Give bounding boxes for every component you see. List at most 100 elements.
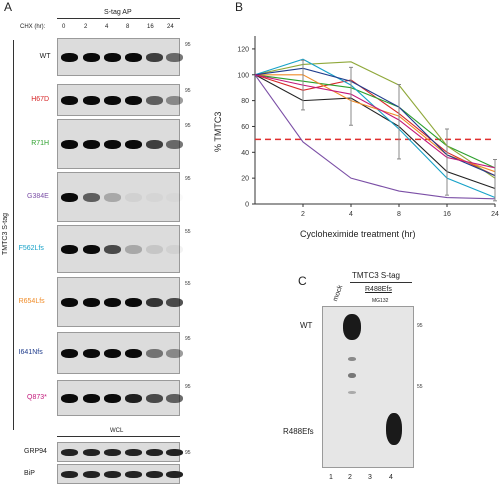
x-tick-label: 2 [301, 211, 305, 218]
blot-band [146, 471, 163, 478]
timepoint-label: 2 [84, 24, 88, 30]
y-tick-label: 80 [241, 98, 249, 105]
blot-band [104, 53, 121, 62]
blot-band [125, 471, 142, 478]
blot-q873 [57, 380, 183, 416]
series-line [254, 67, 496, 177]
blot-label: G384E [27, 193, 49, 200]
mw-marker: 95 [185, 88, 191, 94]
chart-xlabel: Cycloheximide treatment (hr) [300, 229, 416, 239]
blot-band [61, 449, 78, 456]
blot-band [104, 193, 121, 202]
y-tick-label: 120 [237, 46, 249, 53]
blot-g384e [57, 172, 180, 222]
blot-band [61, 245, 78, 254]
series-line [254, 74, 496, 169]
blot-r71h [57, 119, 183, 169]
blot-band [166, 449, 183, 456]
x-tick-label: 8 [397, 211, 401, 218]
panel-c-blot [322, 306, 414, 468]
mut-band [386, 413, 402, 445]
blot-band [104, 471, 121, 478]
blot-label: R71H [31, 140, 50, 147]
lane-number: 4 [389, 474, 393, 481]
series-line [254, 74, 496, 169]
blot-band [146, 298, 163, 307]
blot-band [104, 298, 121, 307]
blot-band [146, 96, 163, 105]
blot-r654lfs [57, 277, 183, 327]
blot-band [83, 96, 100, 105]
timepoint-label: 24 [167, 24, 174, 30]
timepoint-label: 4 [105, 24, 109, 30]
lane-number: 1 [329, 474, 333, 481]
blot-band [61, 53, 78, 62]
wt-band [343, 314, 361, 340]
x-tick-label: 4 [349, 211, 353, 218]
y-tick-label: 40 [241, 150, 249, 157]
blot-band [166, 245, 183, 254]
blot-band [146, 193, 163, 202]
x-tick-label: 16 [443, 211, 451, 218]
blot-band [146, 53, 163, 62]
blot-band [146, 349, 163, 358]
wcl-label: WCL [110, 428, 124, 434]
blot-band [166, 140, 183, 149]
blot-band [146, 140, 163, 149]
blot-band [166, 394, 183, 403]
blot-band [125, 394, 142, 403]
blot-label: Q873* [27, 394, 47, 401]
blot-band [61, 96, 78, 105]
blot-band [83, 245, 100, 254]
wt-minor-band-3 [348, 391, 356, 394]
series-line [254, 74, 496, 190]
mw-marker: 95 [185, 42, 191, 48]
chart-ylabel: % TMTC3 [213, 111, 223, 152]
blot-band [104, 96, 121, 105]
panel-c-subheader: R488Efs [365, 286, 392, 293]
blot-band [83, 349, 100, 358]
wcl-label-grp94: GRP94 [24, 448, 47, 455]
row-wt-label: WT [300, 321, 313, 330]
panel-c-letter: C [298, 274, 307, 288]
y-tick-label: 60 [241, 124, 249, 131]
mw-marker: 55 [185, 229, 191, 235]
blot-band [146, 394, 163, 403]
blot-band [125, 193, 142, 202]
blot-i641nfs [57, 332, 183, 374]
wcl-blot-bip [57, 464, 183, 484]
row-mut-label: R488Efs [283, 427, 314, 436]
blot-band [61, 349, 78, 358]
blot-band [166, 53, 183, 62]
blot-band [61, 298, 78, 307]
mw-marker: 95 [185, 450, 191, 456]
wt-minor-band-2 [348, 373, 356, 378]
blot-band [83, 394, 100, 403]
lane-number: 2 [348, 474, 352, 481]
panel-c-header-rule [350, 282, 412, 283]
wcl-rule [57, 436, 180, 437]
blot-band [125, 53, 142, 62]
mw-marker: 55 [185, 281, 191, 287]
blot-band [166, 349, 183, 358]
mg132-label: MG132 [372, 298, 389, 304]
blot-band [146, 449, 163, 456]
blot-wt [57, 38, 183, 76]
panel-a-letter: A [4, 0, 13, 14]
blot-band [83, 449, 100, 456]
blot-label: I641Nfs [18, 349, 43, 356]
mw-marker: 95 [185, 336, 191, 342]
blot-band [83, 140, 100, 149]
series-line [254, 61, 496, 179]
blot-band [166, 193, 183, 202]
blot-label: WT [39, 53, 51, 60]
blot-band [166, 298, 183, 307]
wcl-label-bip: BiP [24, 470, 35, 477]
panel-a-header: S-tag AP [104, 9, 132, 16]
blot-band [166, 96, 183, 105]
timepoint-label: 0 [62, 24, 66, 30]
blot-band [104, 140, 121, 149]
blot-band [61, 471, 78, 478]
panel-b-letter: B [235, 0, 244, 14]
